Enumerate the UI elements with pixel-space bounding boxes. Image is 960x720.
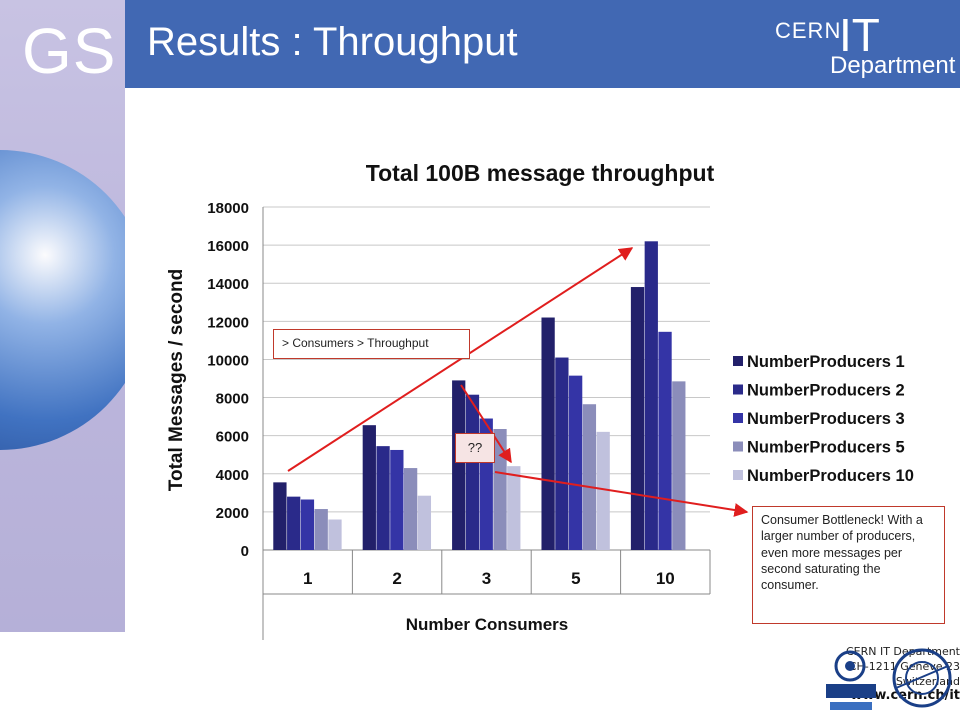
bar bbox=[376, 446, 390, 550]
header-bar bbox=[125, 0, 960, 88]
consumer-bottleneck-callout: Consumer Bottleneck! With a larger numbe… bbox=[752, 506, 945, 624]
openlab-logo bbox=[826, 650, 876, 710]
footer-url-link[interactable]: www.cern.ch/it bbox=[850, 688, 960, 703]
gs-logo: GS bbox=[22, 15, 117, 87]
x-tick-label: 3 bbox=[482, 569, 491, 588]
legend-label: NumberProducers 5 bbox=[747, 439, 905, 457]
question-callout: ?? bbox=[455, 433, 495, 463]
bar bbox=[493, 428, 507, 550]
chart-legend: NumberProducers 1 NumberProducers 2 Number… bbox=[733, 353, 914, 485]
y-tick-label: 18000 bbox=[207, 200, 249, 217]
legend-label: NumberProducers 10 bbox=[747, 467, 914, 485]
footer-line-1: CERN IT Department bbox=[845, 645, 960, 658]
x-axis-ticks: 1 2 3 5 10 bbox=[303, 569, 675, 588]
bar bbox=[658, 331, 672, 550]
y-axis-label: Total Messages / second bbox=[166, 269, 187, 491]
y-tick-label: 2000 bbox=[216, 505, 249, 522]
bar bbox=[403, 468, 418, 550]
bar bbox=[465, 394, 480, 550]
legend-label: NumberProducers 2 bbox=[747, 382, 905, 400]
footer-line-3: Switzerland bbox=[895, 675, 960, 688]
bar bbox=[541, 317, 555, 550]
drop-arrow bbox=[460, 384, 512, 464]
cern-logo-line2: IT bbox=[839, 9, 880, 61]
y-tick-label: 12000 bbox=[207, 314, 249, 331]
x-axis-label: Number Consumers bbox=[406, 615, 568, 634]
legend-swatch bbox=[733, 384, 743, 395]
globe-image bbox=[0, 150, 125, 450]
bar bbox=[287, 496, 301, 550]
annotation-arrows bbox=[287, 247, 749, 517]
y-axis-ticks: 0 2000 4000 6000 8000 10000 12000 14000 16000 180… bbox=[207, 200, 249, 560]
y-tick-label: 10000 bbox=[207, 352, 249, 369]
legend-swatch bbox=[733, 441, 743, 452]
cern-it-department-logo: CERN IT Department bbox=[775, 6, 960, 86]
x-tick-label: 2 bbox=[392, 569, 401, 588]
y-tick-label: 14000 bbox=[207, 276, 249, 293]
bar bbox=[596, 431, 610, 550]
cern-logo-line3: Department bbox=[830, 52, 956, 79]
bar bbox=[452, 380, 466, 550]
bar bbox=[314, 509, 328, 550]
bar-group bbox=[273, 241, 686, 551]
bar bbox=[390, 449, 404, 550]
bar bbox=[328, 519, 342, 550]
footer-line-2: CH-1211 Genève 23 bbox=[848, 660, 960, 673]
consumers-throughput-callout: > Consumers > Throughput bbox=[273, 329, 470, 359]
x-tick-label: 1 bbox=[303, 569, 312, 588]
legend-swatch bbox=[733, 470, 743, 480]
bar bbox=[273, 482, 287, 550]
bar bbox=[417, 495, 432, 550]
bar bbox=[362, 425, 376, 550]
y-tick-label: 16000 bbox=[207, 238, 249, 255]
chart-title: Total 100B message throughput bbox=[366, 160, 715, 186]
bar bbox=[644, 241, 658, 551]
x-tick-label: 10 bbox=[656, 569, 675, 588]
trend-arrow bbox=[287, 247, 634, 472]
bar bbox=[569, 375, 583, 550]
cern-logo-icon bbox=[892, 648, 952, 708]
legend-label: NumberProducers 1 bbox=[747, 353, 905, 371]
x-tick-label: 5 bbox=[571, 569, 580, 588]
page-title: Results : Throughput bbox=[147, 20, 518, 64]
bar bbox=[672, 381, 686, 550]
legend-label: NumberProducers 3 bbox=[747, 410, 905, 428]
bar bbox=[555, 357, 569, 550]
y-tick-label: 0 bbox=[241, 543, 249, 560]
bottleneck-arrow bbox=[494, 471, 749, 517]
y-tick-label: 8000 bbox=[216, 391, 249, 408]
y-tick-label: 4000 bbox=[216, 467, 249, 484]
legend-swatch bbox=[733, 413, 743, 423]
bar bbox=[582, 404, 597, 550]
cern-openlab-logos bbox=[826, 648, 952, 710]
left-sidebar-panel: GS bbox=[0, 0, 125, 720]
bar bbox=[300, 499, 315, 550]
cern-logo-line1: CERN bbox=[775, 18, 842, 43]
footer-address-block bbox=[0, 632, 125, 720]
bar bbox=[507, 466, 521, 550]
y-tick-label: 6000 bbox=[216, 429, 249, 446]
legend-swatch bbox=[733, 356, 743, 366]
bar bbox=[630, 287, 645, 550]
